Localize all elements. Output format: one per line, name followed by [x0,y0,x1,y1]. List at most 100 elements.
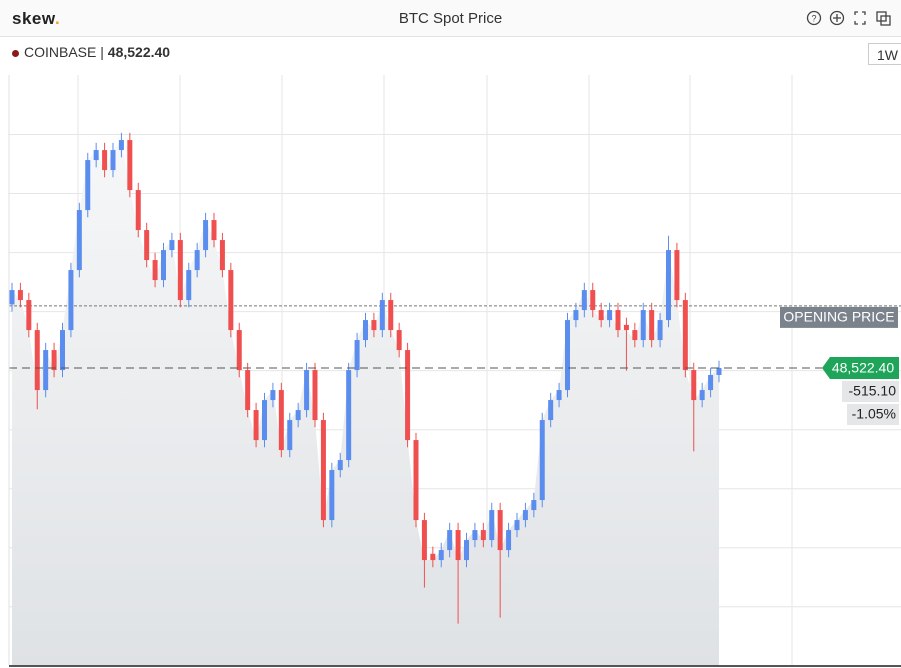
candle-body [640,310,646,341]
candle-body [548,400,554,421]
candle-body [85,160,91,211]
candle-body [51,350,57,371]
svg-text:?: ? [811,13,816,23]
candle-body [245,370,251,411]
candle-body [93,150,99,161]
candle-body [480,530,486,541]
opening-price-label: OPENING PRICE [783,309,894,325]
exchange-dot [12,49,19,57]
candle-body [405,350,411,441]
candle-body [649,310,655,341]
candle-body [363,320,368,341]
candle-body [177,240,183,301]
candle-body [320,420,326,521]
candle-body [354,340,360,371]
candle-body [539,420,545,501]
candle-body [379,300,385,331]
candle-body [219,240,225,271]
candle-body [598,310,604,321]
brand-dot: . [54,9,61,28]
candle-body [371,320,377,331]
candle-body [497,510,503,551]
range-button[interactable]: 1W [868,43,901,65]
brand-name: skew [12,9,55,28]
title: BTC Spot Price [398,10,503,27]
candle-body [127,140,133,191]
candle-body [590,290,596,311]
candle-body [388,300,394,331]
candle-body [329,470,335,521]
candle-body [194,250,200,271]
candle-body [26,300,32,331]
candle-body [102,150,108,171]
candle-body [287,420,293,451]
candle-body [708,375,714,391]
candle-body [76,210,82,271]
candle-body [295,410,301,421]
toolbar-icons: ? [806,10,891,26]
add-icon[interactable] [829,10,845,26]
candle-body [464,540,469,561]
change-label: -515.10 [849,383,897,399]
candle-body [304,370,310,411]
candle-body [506,530,512,551]
candle-body [161,250,166,281]
top-bar: skew. BTC Spot Price ? [0,0,901,37]
candle-body [17,290,23,301]
candle-body [337,460,343,471]
candle-body [472,530,478,541]
candle-body [489,510,495,541]
candle-body [699,390,705,401]
candle-body [236,330,242,371]
candle-body [43,350,49,391]
candle-body [278,390,284,451]
candle-body [228,270,234,331]
candle-body [396,330,402,351]
candle-body [413,440,419,521]
candle-body [421,520,427,561]
candle-body [607,310,613,321]
candle-body [34,330,40,391]
last-price-box [822,356,899,379]
candle-body [447,530,453,551]
exchange: COINBASE [24,44,97,60]
last-price: 48,522.40 [107,44,171,60]
candle-body [110,150,116,171]
brand: skew. [12,9,60,29]
candle-body [514,520,520,531]
price-row: COINBASE | 48,522.40 [12,44,170,60]
candle-body [346,370,352,461]
candle-body [682,300,688,371]
candle-body [691,370,697,401]
candle-body [312,370,318,421]
candle-body [581,290,587,311]
candle-body [430,553,436,561]
candle-body [531,500,537,511]
candle-body [657,320,663,341]
candle-body [253,410,259,441]
candle-body [211,220,217,241]
candle-body [632,330,638,341]
last-price-label: 48,522.40 [832,360,894,376]
candle-body [666,250,671,321]
candle-body [674,250,680,301]
candle-body [455,530,461,561]
candle-body [615,310,621,331]
candle-body [169,240,175,251]
candle-body [135,190,141,231]
candle-body [270,390,276,401]
candle-body [556,390,562,401]
candle-body [438,550,444,561]
fullscreen-icon[interactable] [854,11,866,25]
candle-body [522,510,528,521]
change-box [842,380,899,402]
candle-body [9,290,15,305]
candle-body [152,260,158,281]
candle-body [203,220,209,251]
candle-body [573,310,579,321]
help-icon[interactable] [806,10,822,26]
candle-body [60,330,65,371]
candle-body [144,230,150,261]
candle-body [565,320,570,391]
